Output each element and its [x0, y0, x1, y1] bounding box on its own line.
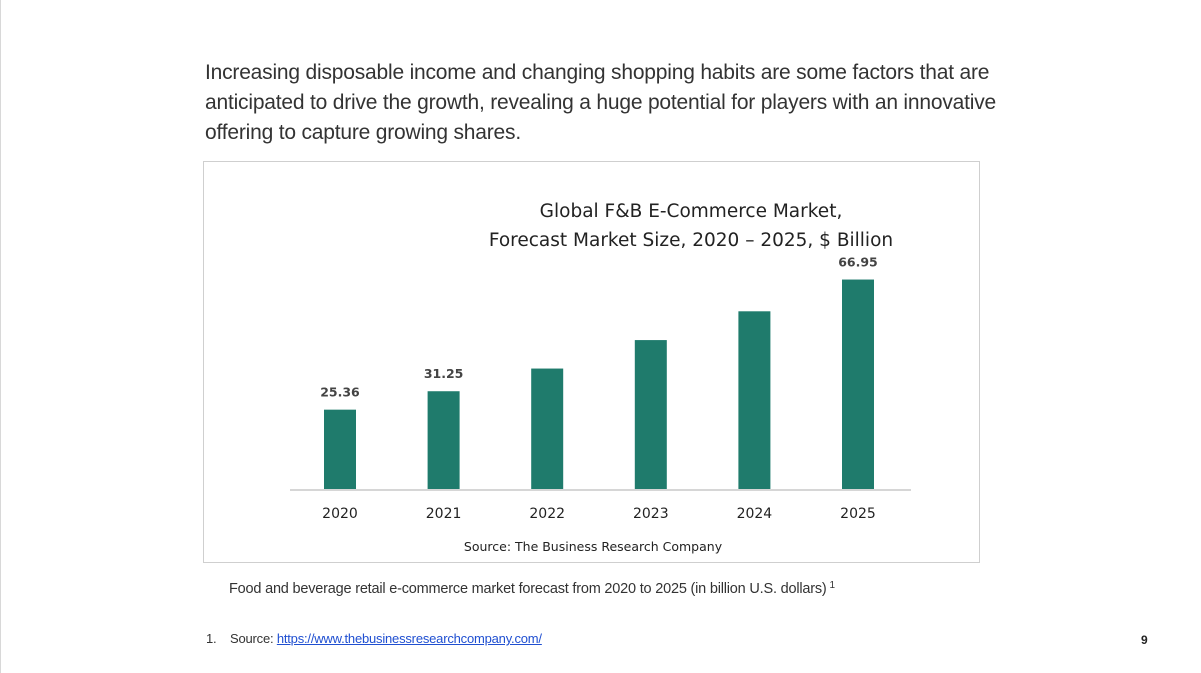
data-label-2021: 31.25	[424, 366, 464, 381]
figure-caption-text: Food and beverage retail e-commerce mark…	[229, 581, 827, 597]
bar-2021	[427, 391, 460, 489]
bar-2022	[531, 368, 564, 489]
chart-source: Source: The Business Research Company	[464, 539, 723, 554]
intro-paragraph: Increasing disposable income and changin…	[205, 61, 996, 144]
page-number: 9	[1141, 633, 1148, 647]
footnote-label: Source:	[230, 631, 277, 646]
x-tick-label-2025: 2025	[840, 506, 876, 522]
x-tick-label-2021: 2021	[426, 506, 462, 522]
source-link[interactable]: https://www.thebusinessresearchcompany.c…	[276, 631, 542, 646]
chart-frame: Global F&B E-Commerce Market, Forecast M…	[203, 161, 980, 563]
data-label-2020: 25.36	[320, 385, 360, 400]
figure-caption: Food and beverage retail e-commerce mark…	[229, 580, 836, 597]
x-tick-label-2020: 2020	[322, 506, 358, 522]
x-tick-label-2024: 2024	[737, 506, 773, 522]
bar-2020	[324, 409, 356, 489]
bar-2023	[634, 340, 667, 489]
bar-2024	[738, 311, 771, 489]
footnote: 1. Source: https://www.thebusinessresearc…	[206, 631, 542, 646]
x-tick-label-2023: 2023	[633, 506, 669, 522]
chart-title: Global F&B E-Commerce Market,	[540, 201, 843, 222]
bar-chart: Global F&B E-Commerce Market, Forecast M…	[290, 201, 911, 554]
chart-subtitle: Forecast Market Size, 2020 – 2025, $ Bil…	[489, 230, 893, 251]
bar-2025	[842, 279, 874, 489]
slide-left-border	[0, 0, 1, 673]
bars-group: 25.36 2020 31.25 2021 2022 2023 2024 66.95 2025	[320, 255, 878, 522]
x-tick-label-2022: 2022	[529, 506, 565, 522]
data-label-2025: 66.95	[838, 255, 878, 270]
footnote-number: 1.	[206, 631, 217, 646]
caption-footnote-ref: 1	[829, 580, 836, 591]
